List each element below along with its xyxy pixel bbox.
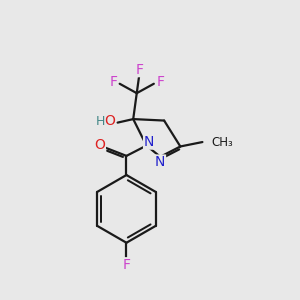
Text: F: F (122, 258, 130, 272)
Text: H: H (95, 115, 105, 128)
Text: O: O (104, 114, 115, 128)
Text: CH₃: CH₃ (212, 136, 234, 148)
Text: O: O (94, 138, 105, 152)
Text: F: F (136, 63, 144, 76)
Text: N: N (155, 155, 166, 169)
Text: F: F (109, 75, 117, 89)
Text: N: N (144, 135, 154, 149)
Text: F: F (156, 75, 164, 89)
